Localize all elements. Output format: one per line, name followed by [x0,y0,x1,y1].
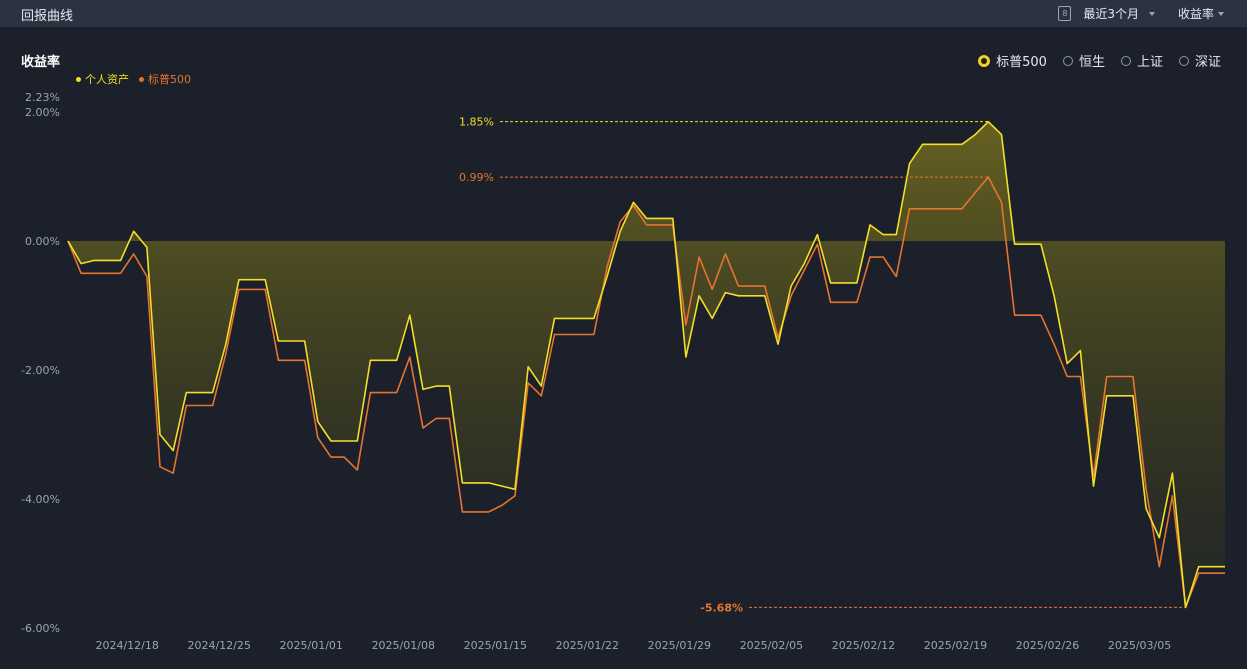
legend-dot-icon [139,76,144,82]
radio-icon [1062,55,1073,66]
legend-label: 个人资产 [85,73,129,86]
top-bar: 回报曲线 8 最近3个月 收益率 [0,0,1247,27]
period-dropdown[interactable]: 8 最近3个月 [1058,5,1155,22]
x-tick-label: 2025/01/29 [648,639,711,652]
x-tick-label: 2025/01/15 [464,639,527,652]
y-tick-label: 2.00% [25,106,60,119]
chart-legend: 个人资产 标普500 [76,71,191,87]
metric-label: 收益率 [1177,7,1214,21]
radio-icon [1120,55,1131,66]
radio-selected-icon [978,54,991,67]
radio-label: 标普500 [996,55,1047,70]
series-line-benchmark [67,176,1225,609]
annotation-label: 1.85% [459,116,494,129]
radio-label: 恒生 [1078,55,1105,70]
x-tick-label: 2025/02/05 [740,639,803,652]
calendar-icon: 8 [1058,6,1072,21]
annotation-label: -5.68% [700,601,743,614]
radio-sp500[interactable]: 标普500 [978,51,1047,70]
legend-item-benchmark[interactable]: 标普500 [139,71,191,87]
x-tick-label: 2025/01/08 [372,639,435,652]
x-tick-label: 2024/12/25 [187,639,250,652]
radio-label: 深证 [1194,55,1221,70]
y-tick-label: -2.00% [21,364,60,377]
period-label: 最近3个月 [1083,7,1139,21]
y-axis-title: 收益率 [21,55,61,70]
radio-shanghai[interactable]: 上证 [1120,51,1163,70]
chevron-down-icon [1149,11,1155,16]
x-tick-label: 2025/02/19 [924,639,987,652]
x-tick-label: 2025/01/01 [280,639,343,652]
x-tick-label: 2025/02/12 [832,639,895,652]
x-tick-label: 2025/02/26 [1016,639,1079,652]
y-tick-label: -4.00% [21,493,60,506]
y-tick-label: 0.00% [25,235,60,248]
radio-hangseng[interactable]: 恒生 [1062,51,1105,70]
area-fill [68,121,1225,608]
legend-item-personal[interactable]: 个人资产 [76,71,129,87]
y-tick-label: 2.23% [25,91,60,104]
benchmark-selector: 标普500 恒生 上证 深证 [978,51,1221,70]
legend-dot-icon [76,76,81,82]
radio-label: 上证 [1136,55,1163,70]
radio-icon [1178,55,1189,66]
panel-title: 回报曲线 [21,9,74,24]
metric-dropdown[interactable]: 收益率 [1178,5,1224,22]
y-tick-label: -6.00% [21,622,60,635]
x-tick-label: 2025/01/22 [556,639,619,652]
radio-shenzhen[interactable]: 深证 [1178,51,1221,70]
x-tick-label: 2024/12/18 [95,639,158,652]
x-tick-label: 2025/03/05 [1108,639,1171,652]
series-line-personal [67,120,1225,609]
legend-label: 标普500 [148,73,191,86]
chevron-down-icon [1218,11,1224,16]
annotation-label: 0.99% [459,171,494,184]
